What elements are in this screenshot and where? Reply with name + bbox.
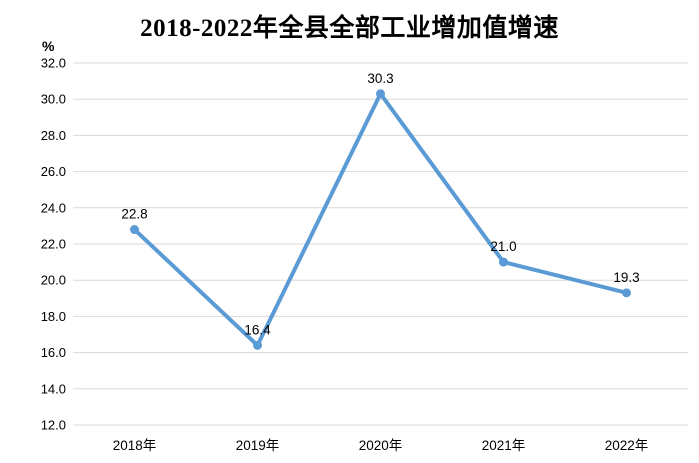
y-axis-tick-label: 16.0 <box>41 345 66 360</box>
y-axis-tick-label: 14.0 <box>41 381 66 396</box>
data-point-marker <box>130 225 139 235</box>
data-point-marker <box>376 89 385 99</box>
y-axis-unit-label: % <box>42 38 55 54</box>
data-point-label: 19.3 <box>613 270 639 285</box>
x-axis-tick-label: 2021年 <box>482 438 526 453</box>
y-axis-tick-label: 24.0 <box>41 200 66 215</box>
data-point-marker <box>499 257 508 267</box>
y-axis-tick-label: 28.0 <box>41 128 66 143</box>
y-axis-tick-label: 18.0 <box>41 309 66 324</box>
data-point-marker <box>622 288 631 298</box>
y-axis-tick-label: 32.0 <box>41 56 66 71</box>
y-axis-tick-label: 22.0 <box>41 237 66 252</box>
y-axis-tick-label: 26.0 <box>41 164 66 179</box>
data-point-label: 16.4 <box>244 322 271 337</box>
data-point-label: 22.8 <box>121 207 147 222</box>
y-axis-tick-label: 12.0 <box>41 418 66 433</box>
chart-title: 2018-2022年全县全部工业增加值增速 <box>140 15 559 42</box>
data-point-label: 21.0 <box>490 239 516 254</box>
x-axis-tick-label: 2019年 <box>236 438 280 453</box>
y-axis-tick-label: 30.0 <box>41 92 66 107</box>
data-point-marker <box>253 340 262 350</box>
x-axis-tick-label: 2020年 <box>359 438 403 453</box>
x-axis-tick-label: 2018年 <box>113 438 157 453</box>
series-line <box>132 91 629 348</box>
data-point-label: 30.3 <box>367 71 393 86</box>
x-axis-tick-label: 2022年 <box>605 438 649 453</box>
y-axis-tick-label: 20.0 <box>41 273 66 288</box>
